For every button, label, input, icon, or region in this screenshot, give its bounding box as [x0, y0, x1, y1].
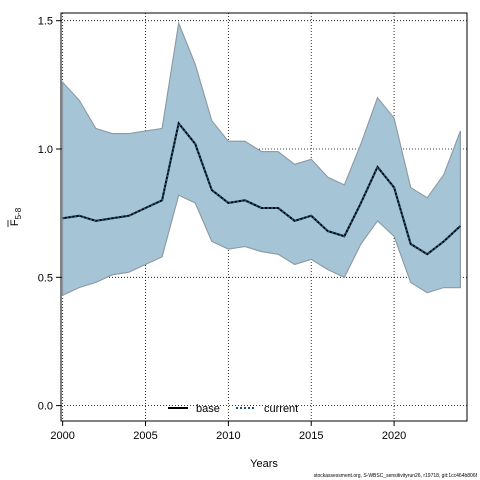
series-lines — [62, 121, 462, 256]
confidence-bands — [62, 21, 461, 297]
series-line-current — [62, 121, 462, 256]
y-tick-label: 1.0 — [38, 144, 53, 156]
y-tick-label: 1.5 — [38, 16, 53, 28]
footer-text: stockassessment.org, S-WBSC_sensitivityr… — [314, 473, 478, 479]
legend-label-current: current — [264, 403, 298, 415]
y-axis-title-sub: 5-8 — [14, 207, 23, 219]
legend-label-base: base — [196, 403, 220, 415]
x-tick-label: 2000 — [50, 430, 74, 442]
y-axis-title-main: F — [9, 219, 21, 226]
y-tick-label: 0.5 — [38, 272, 53, 284]
band-current — [62, 21, 461, 297]
x-tick-label: 2020 — [382, 430, 406, 442]
y-tick-label: 0.0 — [38, 401, 53, 413]
x-axis: 2000 2005 2010 2015 2020 — [50, 421, 406, 442]
x-axis-title: Years — [250, 458, 278, 470]
y-axis-title: F5-8 — [7, 207, 23, 227]
svg-text:F5-8: F5-8 — [9, 207, 23, 226]
y-axis: 0.0 0.5 1.0 1.5 — [38, 16, 61, 413]
legend: base current — [168, 403, 298, 415]
x-tick-label: 2015 — [299, 430, 323, 442]
plot-frame — [60, 12, 468, 422]
x-tick-label: 2010 — [216, 430, 240, 442]
x-tick-label: 2005 — [133, 430, 157, 442]
